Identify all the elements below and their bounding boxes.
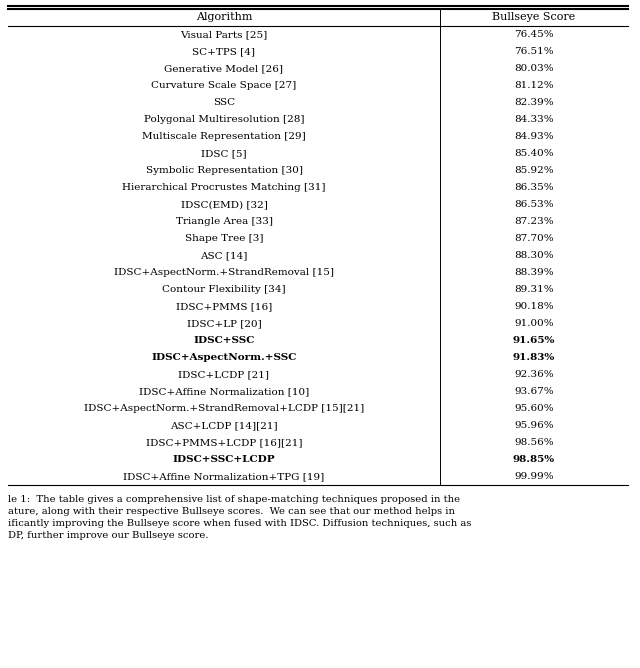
Text: 80.03%: 80.03%	[514, 64, 554, 73]
Text: IDSC(EMD) [32]: IDSC(EMD) [32]	[180, 200, 268, 209]
Text: 85.40%: 85.40%	[514, 149, 554, 158]
Text: 84.93%: 84.93%	[514, 132, 554, 141]
Text: Polygonal Multiresolution [28]: Polygonal Multiresolution [28]	[144, 115, 304, 124]
Text: Curvature Scale Space [27]: Curvature Scale Space [27]	[152, 81, 296, 90]
Text: 91.65%: 91.65%	[513, 336, 555, 345]
Text: 84.33%: 84.33%	[514, 115, 554, 124]
Text: 93.67%: 93.67%	[514, 387, 554, 396]
Text: Algorithm: Algorithm	[196, 13, 252, 23]
Text: 91.83%: 91.83%	[513, 353, 555, 362]
Text: IDSC+Affine Normalization [10]: IDSC+Affine Normalization [10]	[139, 387, 309, 396]
Text: 95.60%: 95.60%	[514, 404, 554, 413]
Text: 81.12%: 81.12%	[514, 81, 554, 90]
Text: ificantly improving the Bullseye score when fused with IDSC. Diffusion technique: ificantly improving the Bullseye score w…	[8, 519, 472, 528]
Text: DP, further improve our Bullseye score.: DP, further improve our Bullseye score.	[8, 531, 209, 540]
Text: 85.92%: 85.92%	[514, 166, 554, 175]
Text: ature, along with their respective Bullseye scores.  We can see that our method : ature, along with their respective Bulls…	[8, 507, 455, 516]
Text: Symbolic Representation [30]: Symbolic Representation [30]	[145, 166, 303, 175]
Text: Hierarchical Procrustes Matching [31]: Hierarchical Procrustes Matching [31]	[122, 183, 326, 192]
Text: SC+TPS [4]: SC+TPS [4]	[193, 47, 255, 56]
Text: IDSC+LP [20]: IDSC+LP [20]	[187, 319, 261, 328]
Text: Visual Parts [25]: Visual Parts [25]	[180, 30, 268, 39]
Text: 98.85%: 98.85%	[513, 455, 555, 464]
Text: SSC: SSC	[213, 98, 235, 107]
Text: Generative Model [26]: Generative Model [26]	[164, 64, 284, 73]
Text: IDSC+AspectNorm.+StrandRemoval [15]: IDSC+AspectNorm.+StrandRemoval [15]	[114, 268, 334, 277]
Text: 99.99%: 99.99%	[514, 472, 554, 481]
Text: 90.18%: 90.18%	[514, 302, 554, 311]
Text: IDSC+SSC+LCDP: IDSC+SSC+LCDP	[173, 455, 275, 464]
Text: IDSC+AspectNorm.+SSC: IDSC+AspectNorm.+SSC	[151, 353, 297, 362]
Text: ASC [14]: ASC [14]	[200, 251, 248, 260]
Text: 88.39%: 88.39%	[514, 268, 554, 277]
Text: 76.45%: 76.45%	[514, 30, 554, 39]
Text: 91.00%: 91.00%	[514, 319, 554, 328]
Text: 82.39%: 82.39%	[514, 98, 554, 107]
Text: 89.31%: 89.31%	[514, 285, 554, 294]
Text: le 1:  The table gives a comprehensive list of shape-matching techniques propose: le 1: The table gives a comprehensive li…	[8, 495, 460, 504]
Text: IDSC [5]: IDSC [5]	[201, 149, 247, 158]
Text: 92.36%: 92.36%	[514, 370, 554, 379]
Text: Contour Flexibility [34]: Contour Flexibility [34]	[162, 285, 286, 294]
Text: 86.53%: 86.53%	[514, 200, 554, 209]
Text: IDSC+Affine Normalization+TPG [19]: IDSC+Affine Normalization+TPG [19]	[124, 472, 324, 481]
Text: Bullseye Score: Bullseye Score	[492, 13, 575, 23]
Text: IDSC+SSC: IDSC+SSC	[193, 336, 255, 345]
Text: 98.56%: 98.56%	[514, 438, 554, 447]
Text: 76.51%: 76.51%	[514, 47, 554, 56]
Text: IDSC+PMMS [16]: IDSC+PMMS [16]	[176, 302, 272, 311]
Text: 88.30%: 88.30%	[514, 251, 554, 260]
Text: Triangle Area [33]: Triangle Area [33]	[175, 217, 273, 226]
Text: Multiscale Representation [29]: Multiscale Representation [29]	[142, 132, 306, 141]
Text: 87.23%: 87.23%	[514, 217, 554, 226]
Text: 95.96%: 95.96%	[514, 421, 554, 430]
Text: IDSC+LCDP [21]: IDSC+LCDP [21]	[179, 370, 269, 379]
Text: ASC+LCDP [14][21]: ASC+LCDP [14][21]	[170, 421, 278, 430]
Text: IDSC+AspectNorm.+StrandRemoval+LCDP [15][21]: IDSC+AspectNorm.+StrandRemoval+LCDP [15]…	[84, 404, 364, 413]
Text: 86.35%: 86.35%	[514, 183, 554, 192]
Text: Shape Tree [3]: Shape Tree [3]	[185, 234, 263, 243]
Text: 87.70%: 87.70%	[514, 234, 554, 243]
Text: IDSC+PMMS+LCDP [16][21]: IDSC+PMMS+LCDP [16][21]	[146, 438, 302, 447]
